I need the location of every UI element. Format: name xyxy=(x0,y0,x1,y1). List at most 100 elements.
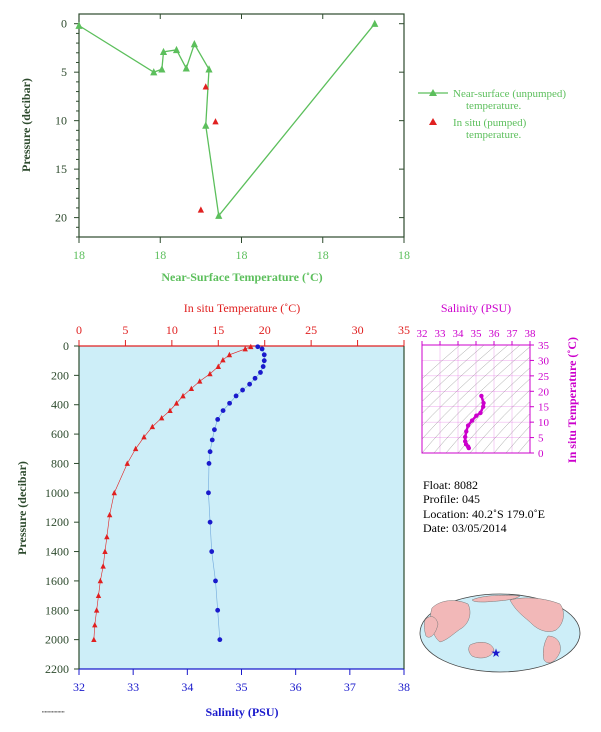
near-surface-ylabel: Pressure (decibar) xyxy=(19,78,33,172)
ts-temperature-axis: 0 5 10 15 20 25 30 35 xyxy=(530,340,550,460)
ns-point xyxy=(371,19,379,27)
salinity-point xyxy=(213,578,218,584)
map-land-australia xyxy=(468,642,495,659)
temperature-point xyxy=(173,400,180,406)
ns-xtick-label: 18 xyxy=(154,248,166,262)
ns-xtick-label: 18 xyxy=(398,248,410,262)
profile-series xyxy=(91,343,267,643)
salinity-point xyxy=(259,346,265,352)
temperature-point xyxy=(106,511,113,518)
ts-point xyxy=(479,393,484,399)
map-land-north-america xyxy=(509,597,564,632)
world-map: ★ xyxy=(419,593,581,673)
pf-sal-tick-label: 33 xyxy=(127,680,139,694)
profile-ylabel: Pressure (decibar) xyxy=(15,461,29,555)
salinity-point xyxy=(247,381,253,387)
map-land-arctic xyxy=(471,594,521,603)
temperature-point xyxy=(111,489,117,496)
legend-triangle-green xyxy=(429,89,437,96)
ts-ytick-label: 20 xyxy=(538,386,550,398)
pf-temp-tick-label: 5 xyxy=(122,323,128,337)
pf-sal-tick-label: 35 xyxy=(236,680,248,694)
ts-ylabel: In situ Temperature (˚C) xyxy=(565,337,579,463)
pf-temp-tick-label: 30 xyxy=(352,323,364,337)
pf-ytick-label: 1400 xyxy=(45,545,69,559)
pf-temp-tick-label: 25 xyxy=(305,323,317,337)
profile-id: Profile: 045 xyxy=(423,492,480,506)
pf-ytick-label: 200 xyxy=(51,368,69,382)
float-id: Float: 8082 xyxy=(423,478,478,492)
temperature-point xyxy=(92,621,98,628)
salinity-point xyxy=(209,549,215,554)
temperature-point xyxy=(188,385,195,391)
profile-salinity-axis: 32 33 34 35 36 37 38 xyxy=(73,669,410,694)
temperature-point xyxy=(100,563,106,569)
temperature-point xyxy=(97,577,104,584)
ns-point xyxy=(182,64,190,72)
legend-label-near-surface: Near-surface (unpumped) temperature. xyxy=(453,88,569,112)
ns-ytick-label: 10 xyxy=(55,114,67,128)
ts-xtick-label: 38 xyxy=(525,328,537,340)
ts-grid xyxy=(421,344,531,454)
ns-ytick-label: 5 xyxy=(61,65,67,79)
ts-isopycnal xyxy=(422,345,485,402)
ns-point xyxy=(150,68,158,76)
ns-ytick-label: 20 xyxy=(55,211,67,225)
temperature-point xyxy=(104,533,110,540)
ts-inset-chart: 32 33 34 35 36 37 38 0 5 10 15 20 25 30 35 Salinity (… xyxy=(417,301,580,463)
salinity-point xyxy=(227,400,232,406)
salinity-point xyxy=(212,427,217,433)
legend-label-in-situ-2: temperature. xyxy=(466,129,522,141)
ts-isopycnal xyxy=(469,389,530,453)
salinity-point xyxy=(260,364,266,369)
temperature-point xyxy=(124,460,130,466)
ts-isopycnal xyxy=(517,438,530,453)
ns-point xyxy=(75,21,83,29)
salinity-point xyxy=(207,519,213,525)
profile-top-title: In situ Temperature (˚C) xyxy=(184,301,301,315)
legend-triangle-red xyxy=(429,118,437,125)
pf-sal-tick-label: 36 xyxy=(290,680,302,694)
ts-isopycnal xyxy=(505,425,530,453)
near-surface-legend: Near-surface (unpumped) temperature. In … xyxy=(418,88,569,141)
pf-sal-tick-label: 38 xyxy=(398,680,410,694)
pf-ytick-label: 2000 xyxy=(45,633,69,647)
temperature-point xyxy=(91,636,97,643)
pf-temp-tick-label: 35 xyxy=(398,323,410,337)
ns-point xyxy=(205,65,213,73)
pf-temp-tick-label: 10 xyxy=(166,323,178,337)
pf-ytick-label: 2200 xyxy=(45,662,69,676)
ns-ytick-label: 0 xyxy=(61,17,67,31)
pf-ytick-label: 800 xyxy=(51,456,69,470)
temperature-point xyxy=(149,423,156,430)
pf-ytick-label: 400 xyxy=(51,398,69,412)
pf-sal-tick-label: 37 xyxy=(344,680,356,694)
salinity-point xyxy=(258,370,263,375)
near-surface-frame xyxy=(78,13,405,238)
temperature-point xyxy=(248,343,254,350)
profile-temperature-axis: 0 5 10 15 20 25 30 35 xyxy=(76,323,410,346)
pf-ytick-label: 1800 xyxy=(45,603,69,617)
ns-point xyxy=(158,65,166,73)
ts-isopycnal xyxy=(481,401,530,453)
profile-plot-area xyxy=(79,346,404,669)
salinity-point xyxy=(209,437,215,443)
ns-xtick-label: 18 xyxy=(236,248,248,262)
date: Date: 03/05/2014 xyxy=(423,521,507,535)
ts-ytick-label: 10 xyxy=(538,417,550,429)
map-float-marker-icon: ★ xyxy=(491,646,502,660)
ts-point xyxy=(478,410,483,416)
temperature-point xyxy=(226,351,233,358)
ts-ytick-label: 25 xyxy=(538,371,550,383)
salinity-point xyxy=(215,607,221,613)
location: Location: 40.2˚S 179.0˚E xyxy=(423,507,545,521)
in-situ-point xyxy=(212,118,219,125)
ns-point xyxy=(190,40,198,48)
ts-isopycnal xyxy=(422,345,461,380)
temperature-point xyxy=(242,345,248,352)
ts-xtick-label: 36 xyxy=(489,328,501,340)
salinity-point xyxy=(252,375,258,381)
salinity-point xyxy=(215,417,221,422)
profile-y-axis: 0 200 400 600 800 1000 1200 1400 1600 1800 2000 220… xyxy=(45,339,79,676)
